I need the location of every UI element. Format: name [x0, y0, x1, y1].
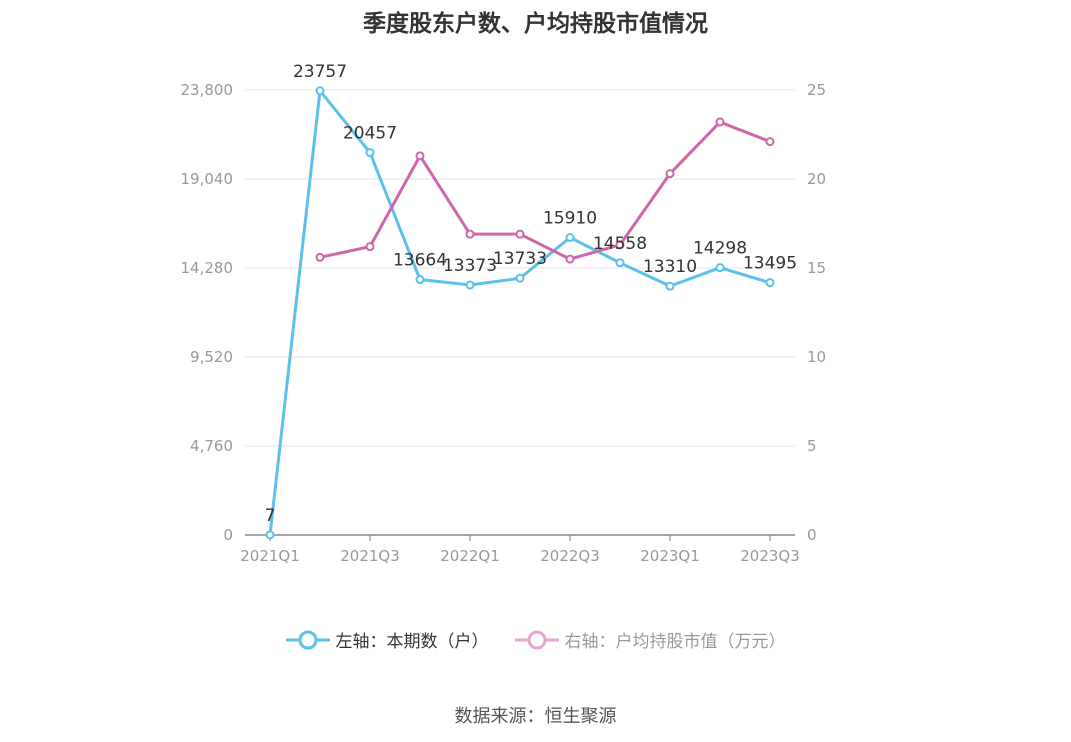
left-series-point	[665, 281, 675, 291]
data-label: 20457	[343, 124, 397, 144]
legend-line-circle-icon	[285, 630, 330, 649]
axes: 0 0 4,760 5 9,520 10 14,280 15 19,040 20 23,800 25 2…	[181, 81, 827, 565]
right-series-point	[465, 229, 475, 239]
x-tick-label: 2023Q3	[740, 547, 800, 565]
y-left-tick-label: 23,800	[181, 81, 234, 99]
data-source: 数据来源：恒生聚源	[454, 706, 617, 727]
y-left-tick-label: 14,280	[181, 259, 234, 277]
right-series-point	[415, 151, 425, 161]
legend: 左轴：本期数（户） 右轴：户均持股市值（万元）	[0, 627, 1071, 652]
left-series-point	[265, 530, 275, 540]
left-series-point	[615, 258, 625, 268]
left-series-point	[565, 233, 575, 243]
x-tick-label: 2021Q3	[340, 547, 400, 565]
right-series-point	[715, 117, 725, 127]
data-label: 13733	[493, 249, 547, 269]
legend-item-right-series[interactable]: 右轴：户均持股市值（万元）	[514, 627, 786, 652]
y-right-tick-label: 15	[807, 259, 826, 277]
x-tick-label: 2023Q1	[640, 547, 700, 565]
data-label: 7	[265, 506, 276, 526]
y-right-tick-label: 10	[807, 348, 826, 366]
y-right-tick-label: 0	[807, 526, 817, 544]
y-left-tick-label: 0	[223, 526, 233, 544]
data-label: 15910	[543, 209, 597, 229]
legend-label-right-series: 右轴：户均持股市值（万元）	[564, 632, 786, 652]
left-series-point	[515, 273, 525, 283]
legend-label-left-series: 左轴：本期数（户）	[335, 632, 489, 652]
left-series-point	[415, 275, 425, 285]
data-label: 13664	[393, 251, 447, 271]
data-label: 14558	[593, 234, 647, 254]
series	[265, 86, 775, 540]
grid-lines	[245, 89, 795, 447]
left-series-line	[268, 89, 771, 536]
legend-line-circle-icon	[514, 630, 559, 649]
y-right-tick-label: 25	[807, 81, 826, 99]
data-label: 13495	[743, 254, 797, 274]
right-series-line	[319, 120, 771, 261]
left-series-point	[765, 278, 775, 288]
data-label: 23757	[293, 62, 347, 82]
x-tick-label: 2022Q1	[440, 547, 500, 565]
right-series-point	[665, 169, 675, 179]
y-left-tick-label: 4,760	[190, 437, 233, 455]
left-series-point	[715, 263, 725, 273]
right-series-point	[515, 229, 525, 239]
x-tick-label: 2021Q1	[240, 547, 300, 565]
right-series-point	[565, 254, 575, 264]
y-right-tick-label: 20	[807, 170, 826, 188]
right-series-point	[315, 252, 325, 262]
left-series-point	[365, 148, 375, 158]
legend-item-left-series[interactable]: 左轴：本期数（户）	[285, 627, 489, 652]
x-tick-label: 2022Q3	[540, 547, 600, 565]
data-label: 13310	[643, 257, 697, 277]
right-series-point	[615, 240, 625, 250]
left-series-point	[315, 86, 325, 96]
data-label: 13373	[443, 256, 497, 276]
right-series-point	[365, 242, 375, 252]
y-right-tick-label: 5	[807, 437, 817, 455]
y-left-tick-label: 19,040	[181, 170, 234, 188]
data-label: 14298	[693, 239, 747, 259]
left-series-point	[465, 280, 475, 290]
right-series-point	[765, 137, 775, 147]
y-left-tick-label: 9,520	[190, 348, 233, 366]
chart-title: 季度股东户数、户均持股市值情况	[363, 11, 708, 37]
line-chart: 0 0 4,760 5 9,520 10 14,280 15 19,040 20 23,800 25 2…	[181, 62, 827, 565]
